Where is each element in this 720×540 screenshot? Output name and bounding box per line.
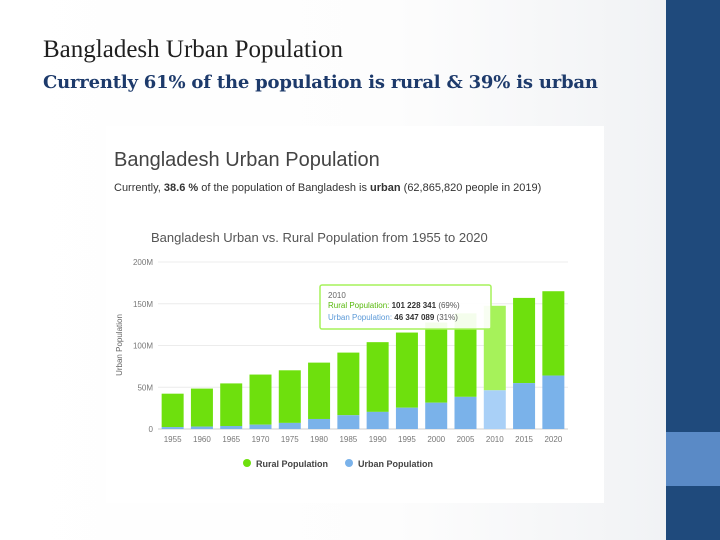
legend-rural-label: Rural Population [256,459,328,469]
y-axis-label: Urban Population [115,314,124,376]
bar-urban [366,411,389,429]
chart-svg: Bangladesh Urban Population Currently, 3… [114,149,568,469]
card-summary: Currently, 38.6 % of the population of B… [114,182,541,194]
tooltip: 2010 Rural Population: 101 228 341 (69%)… [319,284,492,330]
bar-rural [425,322,448,403]
y-tick-labels: 0 50M 100M 150M 200M [133,258,154,434]
x-tick-label: 2010 [486,435,504,444]
bar-urban [249,424,272,429]
bar-rural [366,342,389,412]
bar-urban [220,425,243,429]
y-tick-label: 150M [133,300,153,309]
bar-rural [249,374,272,425]
legend-rural-marker [243,459,251,467]
tooltip-urban: Urban Population: 46 347 089 (31%) [328,313,458,322]
x-tick-label: 1990 [369,435,387,444]
bar-rural [337,352,360,416]
bar-urban [454,396,477,429]
bar-urban [308,418,331,429]
x-tick-label: 2015 [515,435,533,444]
bar-urban [278,422,301,429]
bar-urban [395,407,418,429]
x-tick-label: 1965 [222,435,240,444]
legend: Rural Population Urban Population [243,459,433,469]
card-heading: Bangladesh Urban Population [114,149,380,171]
x-tick-label: 1980 [310,435,328,444]
slide-subtitle: Currently 61% of the population is rural… [43,72,598,93]
bar-urban [190,426,213,429]
x-tick-label: 1955 [164,435,182,444]
bar-urban [161,427,184,429]
bar-urban [513,383,536,429]
legend-urban-label: Urban Population [358,459,433,469]
slide-title: Bangladesh Urban Population [43,36,343,63]
x-tick-label: 1975 [281,435,299,444]
bar-rural [308,362,331,419]
bar-rural [220,383,243,426]
bar-rural [190,388,213,427]
x-tick-labels: 1955 1960 1965 1970 1975 1980 1985 1990 1995 2000… [164,435,563,444]
y-tick-label: 50M [137,383,153,392]
bar-rural [542,291,565,376]
bar-rural [278,370,301,423]
bar-rural [395,332,418,408]
chart-card: Bangladesh Urban Population Currently, 3… [106,126,604,503]
bar-rural [161,393,184,428]
bar-urban [337,415,360,429]
bar-rural [513,297,536,384]
y-tick-label: 200M [133,258,153,267]
x-tick-label: 1995 [398,435,416,444]
tooltip-box [319,284,492,330]
tooltip-rural: Rural Population: 101 228 341 (69%) [328,301,460,310]
bar-urban [425,402,448,429]
bar-urban [542,375,565,429]
legend-urban-marker [345,459,353,467]
y-tick-label: 100M [133,342,153,351]
x-tick-label: 1970 [252,435,270,444]
bars [161,291,565,429]
y-tick-label: 0 [149,425,154,434]
bar-urban [483,390,506,429]
x-tick-label: 1960 [193,435,211,444]
x-tick-label: 2000 [427,435,445,444]
x-tick-label: 1985 [339,435,357,444]
side-decoration-accent [666,432,720,486]
x-tick-label: 2005 [457,435,475,444]
x-tick-label: 2020 [544,435,562,444]
tooltip-year: 2010 [328,291,346,300]
bar-rural [454,313,477,397]
chart-title: Bangladesh Urban vs. Rural Population fr… [151,230,488,245]
